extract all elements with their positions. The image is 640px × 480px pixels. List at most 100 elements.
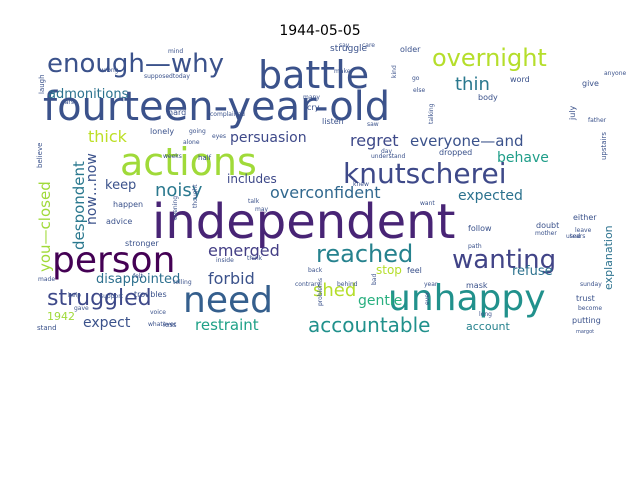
word-feel: feel xyxy=(407,266,422,275)
word-leave: leave xyxy=(575,227,592,234)
word-support: support xyxy=(100,293,124,300)
word-long: long xyxy=(479,311,492,318)
word-talking: talking xyxy=(428,103,435,124)
word-happen: happen xyxy=(113,200,143,209)
word-mind: mind xyxy=(168,48,183,55)
chart-title: 1944-05-05 xyxy=(279,23,361,39)
word-now-now: now…now xyxy=(84,153,100,225)
word-listen: listen xyxy=(322,117,344,126)
word-knew: knew xyxy=(353,181,369,188)
word-saw: saw xyxy=(367,121,379,128)
word-day: day xyxy=(381,148,392,155)
word-problems: problems xyxy=(317,278,324,306)
word-troubles: troubles xyxy=(134,290,167,299)
word-made: made xyxy=(38,276,55,283)
word-overnight: overnight xyxy=(432,44,547,72)
word-eyes: eyes xyxy=(212,133,226,140)
word-behind: behind xyxy=(337,281,358,288)
word-gentle: gentle xyxy=(358,293,402,309)
word-regret: regret xyxy=(350,131,399,150)
word-thick: thick xyxy=(88,127,128,146)
word-either: either xyxy=(573,213,597,222)
word-thin: thin xyxy=(455,74,490,95)
word-become: become xyxy=(578,305,602,312)
word-voice: voice xyxy=(150,309,166,316)
word-kind: kind xyxy=(391,65,398,78)
word-lonely: lonely xyxy=(150,127,174,136)
word-battle: battle xyxy=(258,53,369,97)
word-else: else xyxy=(413,87,425,94)
word-many: many xyxy=(303,94,320,101)
word-trust: trust xyxy=(576,294,595,303)
word-keep: keep xyxy=(105,178,136,193)
word-forbid: forbid xyxy=(208,269,255,288)
word-wrong: wrong xyxy=(100,67,119,74)
word-talk: talk xyxy=(248,198,260,205)
word-persuasion: persuasion xyxy=(230,130,307,146)
word-whatever: whatever xyxy=(148,321,177,328)
word-struggled: struggled xyxy=(47,286,152,311)
word-used: used xyxy=(566,233,581,240)
word-older: older xyxy=(400,45,421,54)
word-disappointed: disappointed xyxy=(96,272,180,287)
word-may: may xyxy=(255,206,269,213)
word-father: father xyxy=(588,117,607,124)
word-evening: evening xyxy=(172,196,179,220)
word-overconfident: overconfident xyxy=(270,183,381,202)
word-felt: felt xyxy=(133,273,143,280)
word-alone: alone xyxy=(183,139,200,146)
word-think: think xyxy=(247,255,263,262)
word-reached: reached xyxy=(316,240,413,268)
word-less: less xyxy=(163,321,177,329)
word-tears: tears xyxy=(570,233,585,240)
word-noisy: noisy xyxy=(155,180,203,201)
word-shed: shed xyxy=(313,280,356,301)
word-enough-why: enough—why xyxy=(47,49,224,79)
word-refuse: refuse xyxy=(512,264,553,279)
word-stand: stand xyxy=(37,324,57,332)
word-telling: telling xyxy=(173,279,192,286)
word-inside: inside xyxy=(216,257,234,264)
word-fourteen-year-old: fourteen-year-old xyxy=(43,84,390,130)
word-cloud-words: independent fourteen-year-oldbattleaction… xyxy=(36,42,627,337)
word-everyone-and: everyone—and xyxy=(410,132,524,150)
word-go: go xyxy=(412,75,420,82)
word-need: need xyxy=(183,280,273,321)
word-dropped: dropped xyxy=(439,148,472,157)
word-july: july xyxy=(568,105,577,121)
word-explanation: explanation xyxy=(602,225,615,290)
word-actions: actions xyxy=(120,140,257,184)
word-unhappy: unhappy xyxy=(388,278,546,319)
word-expect: expect xyxy=(83,315,131,331)
word-gave: gave xyxy=(74,305,89,312)
word-back: back xyxy=(308,267,323,274)
word-behave: behave xyxy=(497,150,549,166)
word-hard: hard xyxy=(168,108,186,117)
word-contrary: contrary xyxy=(295,281,321,288)
word-weeks: weeks xyxy=(163,153,182,160)
word-account: account xyxy=(466,320,511,333)
word-mask: mask xyxy=(466,281,488,290)
word-you-closed: you—closed xyxy=(36,181,54,272)
word-year: year xyxy=(424,281,438,288)
word-independent: independent xyxy=(152,194,455,250)
word-margot: margot xyxy=(576,329,594,335)
word-going: going xyxy=(189,128,206,135)
word-path: path xyxy=(468,243,482,250)
word-thought: thought xyxy=(192,184,199,208)
word-give: give xyxy=(582,79,599,88)
word-cry: cry xyxy=(307,103,320,112)
word-stronger: stronger xyxy=(125,239,159,248)
word-understand: understand xyxy=(371,153,406,160)
word-sunday: sunday xyxy=(580,281,602,288)
word-wanting: wanting xyxy=(452,245,556,275)
word-complained: complained xyxy=(210,111,245,118)
word-body: body xyxy=(478,93,498,102)
word-advice: advice xyxy=(106,217,132,226)
word-struggle: struggle xyxy=(330,44,368,54)
word-ever: ever xyxy=(424,291,431,305)
word-person: person xyxy=(52,240,175,281)
word-laugh: laugh xyxy=(38,74,46,94)
word-stop: stop xyxy=(376,263,402,277)
